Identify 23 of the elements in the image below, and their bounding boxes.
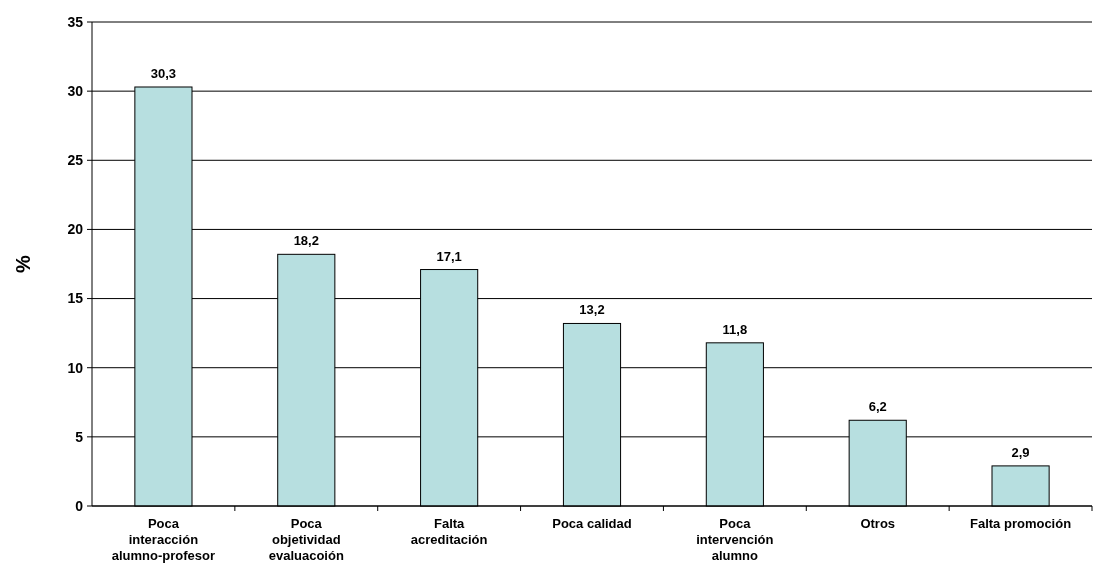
y-tick-label: 10 [67, 359, 84, 376]
x-tick-label: Falta acreditación [410, 516, 488, 547]
data-label: 6,2 [868, 399, 887, 415]
y-axis-title: % [12, 254, 34, 273]
x-tick-label: Poca intervención alumno [696, 516, 774, 563]
y-tick-label: 0 [75, 497, 84, 514]
y-tick-label: 5 [75, 428, 84, 445]
data-label: 18,2 [293, 233, 319, 249]
x-tick-label: Falta promoción [970, 516, 1072, 531]
data-label: 30,3 [150, 65, 177, 81]
x-tick-label: Poca objetividad evaluacoión [268, 516, 344, 563]
x-tick-label: Otros [860, 516, 896, 531]
y-tick-label: 25 [67, 152, 84, 169]
x-tick-label: Poca calidad [552, 516, 632, 531]
y-tick-label: 30 [67, 83, 84, 100]
y-tick-label: 35 [67, 13, 84, 30]
data-label: 2,9 [1011, 444, 1030, 460]
data-label: 17,1 [436, 248, 462, 264]
y-tick-label: 20 [67, 221, 84, 238]
data-label: 13,2 [579, 302, 605, 318]
data-label: 11,8 [722, 321, 748, 337]
x-tick-label: Poca interacción alumno-profesor [111, 516, 216, 563]
y-tick-label: 15 [67, 290, 84, 307]
